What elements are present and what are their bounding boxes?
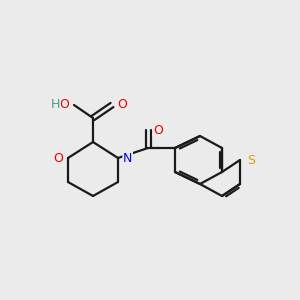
- Text: O: O: [153, 124, 163, 136]
- Text: S: S: [247, 154, 255, 166]
- Text: H: H: [51, 98, 60, 112]
- Text: O: O: [59, 98, 69, 112]
- Text: O: O: [117, 98, 127, 112]
- Text: O: O: [53, 152, 63, 164]
- Text: N: N: [123, 152, 132, 164]
